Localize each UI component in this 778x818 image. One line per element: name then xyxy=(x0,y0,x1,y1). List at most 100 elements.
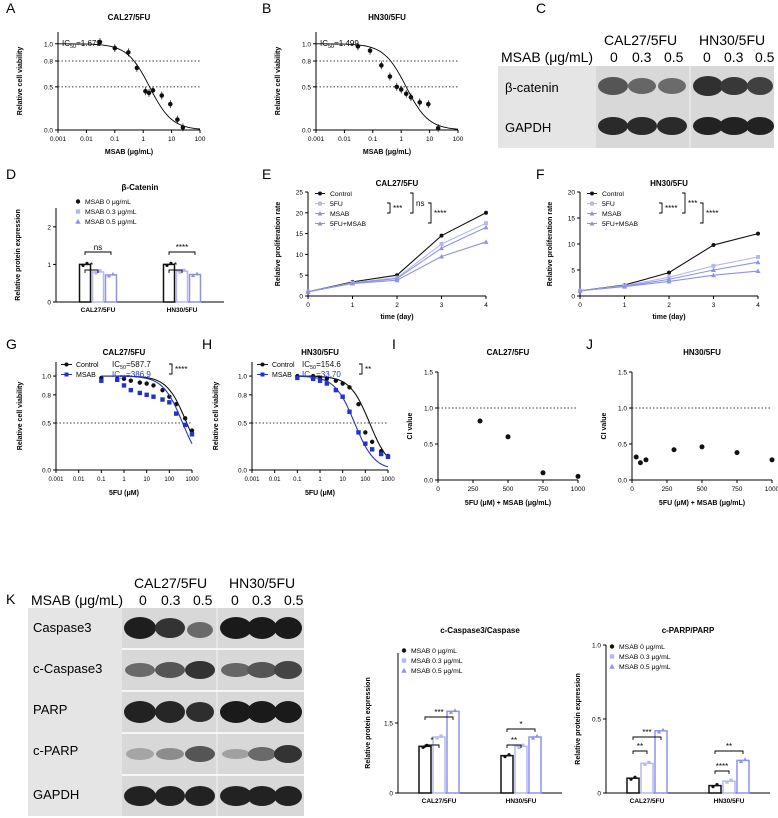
chart-h-point xyxy=(378,451,384,457)
chart-f-ytick-label: 0 xyxy=(571,294,575,301)
chart-k1-bar xyxy=(446,710,460,794)
chart-h-point xyxy=(295,375,300,381)
chart-k2-bar xyxy=(708,784,722,794)
chart-k1-bar-point xyxy=(503,755,507,759)
chart-d-sig: * xyxy=(90,261,93,270)
chart-k1-bar-point xyxy=(517,745,521,749)
chart-e-series-point xyxy=(350,281,355,286)
chart-h-point xyxy=(333,387,339,393)
chart-f-series-point xyxy=(711,267,716,272)
chart-a-xtick-label: 1 xyxy=(141,136,145,143)
chart-b-xtick-label: 0.001 xyxy=(308,136,325,143)
chart-d-bar-point xyxy=(165,263,169,267)
chart-f-sig-line xyxy=(700,202,704,224)
chart-g-point xyxy=(144,381,149,386)
chart-h-point xyxy=(317,378,323,383)
chart-h-fit-curve xyxy=(297,375,389,458)
chart-k1-bar-point xyxy=(439,734,443,738)
chart-d-bar-point xyxy=(169,261,173,265)
blot-c-row-beta-catenin: β-catenin xyxy=(505,80,559,95)
chart-g-legend-marker xyxy=(64,362,69,367)
chart-g-point xyxy=(137,390,143,396)
chart-b-xtick-label: 1 xyxy=(399,136,403,143)
chart-a-xtick-label: 10 xyxy=(168,136,176,143)
chart-b-xtick-label: 100 xyxy=(453,136,464,143)
chart-i-ytick-label: 1.0 xyxy=(424,406,433,413)
chart-f-series-point xyxy=(711,263,716,268)
chart-i-xtick-label: 250 xyxy=(468,486,479,493)
blot-k-row-c-parp: c-PARP xyxy=(33,743,79,758)
chart-e-series-point xyxy=(305,289,311,294)
chart-b-xtick-label: 10 xyxy=(426,136,434,143)
blot-k-bands xyxy=(122,608,304,816)
chart-i-xtick-label: 1000 xyxy=(571,486,586,493)
chart-d-bar-point xyxy=(85,261,89,265)
blot-c-dose-0: 0 xyxy=(610,49,618,65)
blot-c-dose-3: 0 xyxy=(703,49,711,65)
panel-letter-i: I xyxy=(392,336,396,352)
chart-i-point xyxy=(477,418,483,424)
chart-j-xlabel: 5FU (μM) + MSAB (μg/mL) xyxy=(659,500,745,507)
chart-f-ytick-label: 10 xyxy=(568,242,576,249)
chart-k1-bar xyxy=(500,754,514,794)
chart-g-legend-ic50: IC50=587.7 xyxy=(112,360,151,371)
chart-j-point xyxy=(734,450,740,456)
chart-f-xtick-label: 2 xyxy=(667,302,671,309)
chart-h-point xyxy=(347,385,352,390)
chart-e-ytick-label: 20 xyxy=(296,210,304,217)
chart-h-title: HN30/5FU xyxy=(301,348,339,357)
chart-d-beta-catenin: β-Catenin 0 1 2 Relative protein expression C… xyxy=(15,183,224,314)
chart-j-xtick-label: 500 xyxy=(697,486,708,493)
chart-h-ylabel: Relative cell viability xyxy=(213,382,220,451)
chart-e-sig-line xyxy=(387,202,391,214)
chart-g-point xyxy=(167,400,172,405)
chart-h-point xyxy=(385,454,391,460)
chart-h-point xyxy=(324,381,330,386)
chart-g-sig: **** xyxy=(175,365,187,374)
chart-j-point xyxy=(699,444,705,450)
chart-e-sig: **** xyxy=(434,209,446,218)
chart-f-series-point xyxy=(577,288,583,293)
blot-k-dose-5: 0.5 xyxy=(284,592,304,608)
chart-b-ytick-label: 0.8 xyxy=(302,59,311,66)
chart-f-sig-line xyxy=(659,202,663,214)
chart-j-ylabel: CI value xyxy=(601,412,608,439)
chart-a-title: CAL27/5FU xyxy=(108,13,151,22)
chart-d-ytick-label: 1 xyxy=(47,262,51,269)
chart-d-sig: ns xyxy=(94,243,102,252)
chart-h-point xyxy=(333,378,339,383)
chart-g-point xyxy=(151,383,156,388)
chart-d-bar xyxy=(188,273,202,303)
chart-d-legend-label: MSAB 0 μg/mL xyxy=(85,199,131,206)
chart-f-legend-label: Control xyxy=(602,191,624,198)
chart-d-legend-marker xyxy=(75,199,81,204)
chart-f-xtick-label: 4 xyxy=(756,302,760,309)
chart-e-sig: ns xyxy=(416,199,424,208)
chart-f-ytick-label: 15 xyxy=(568,216,576,223)
chart-f-ytick-label: 5 xyxy=(571,268,575,275)
chart-g-legend-marker xyxy=(64,372,69,377)
blot-c-title-left: CAL27/5FU xyxy=(604,32,678,48)
chart-d-sig-line xyxy=(168,269,183,273)
chart-k1-bar-point xyxy=(521,743,525,747)
chart-d-ylabel: Relative protein expression xyxy=(15,209,22,300)
chart-k2-legend-marker xyxy=(609,654,615,659)
chart-j-point xyxy=(633,454,639,460)
blot-k-dose-2: 0.5 xyxy=(193,592,213,608)
panel-letter-b: B xyxy=(262,0,272,16)
chart-e-series-point xyxy=(439,242,444,246)
chart-b-ytick-label: 0.0 xyxy=(302,128,311,135)
blot-c-dose-1: 0.3 xyxy=(632,49,652,65)
chart-f-legend-label: 5FU+MSAB xyxy=(602,221,639,228)
chart-a-fit-curve xyxy=(58,43,201,130)
chart-f-xtick-label: 3 xyxy=(712,302,716,309)
blot-k-row-caspase3: Caspase3 xyxy=(33,620,92,635)
chart-e-sig-line xyxy=(410,192,414,214)
chart-e-xlabel: time (day) xyxy=(380,314,413,321)
chart-e-ytick-label: 25 xyxy=(296,190,304,197)
chart-k1-category-label: HN30/5FU xyxy=(506,798,537,805)
chart-k2-bar-point xyxy=(656,729,662,734)
chart-e-series-point xyxy=(439,245,444,251)
chart-b-title: HN30/5FU xyxy=(368,13,406,22)
chart-k1-bar xyxy=(514,745,528,794)
